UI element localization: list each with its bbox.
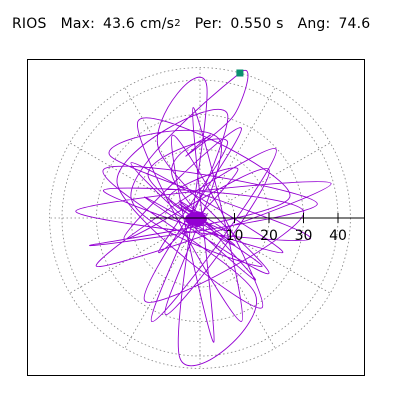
radial-tick-label-40: 40 (329, 228, 347, 244)
grid-spoke-300 (199, 217, 276, 349)
period-value: 0.550 s (230, 16, 284, 32)
radial-tick-label-10: 10 (226, 228, 244, 244)
grid-spoke-330 (199, 217, 331, 294)
max-unit: cm/s (140, 16, 175, 32)
peak-marker (236, 69, 244, 77)
station-name: RIOS (12, 16, 47, 32)
radial-tick-label-20: 20 (260, 228, 278, 244)
max-value: 43.6 (103, 16, 136, 32)
angle-value: 74.6 (338, 16, 371, 32)
orbit-trace (75, 70, 332, 367)
response-header: RIOS Max: 43.6 cm/s 2 Per: 0.550 s Ang: 7… (12, 16, 370, 42)
polar-plot: 10 20 30 40 (49, 67, 364, 369)
max-unit-exponent: 2 (174, 18, 181, 29)
grid-spoke-30 (199, 142, 331, 219)
grid-spoke-150 (69, 142, 201, 219)
origin-cluster (185, 212, 207, 226)
polar-plot-frame: 10 20 30 40 (27, 59, 365, 376)
angle-label: Ang: (297, 16, 331, 32)
period-label: Per: (194, 16, 223, 32)
grid-spoke-240 (124, 217, 201, 349)
max-label: Max: (60, 16, 96, 32)
radial-tick-label-30: 30 (295, 228, 313, 244)
